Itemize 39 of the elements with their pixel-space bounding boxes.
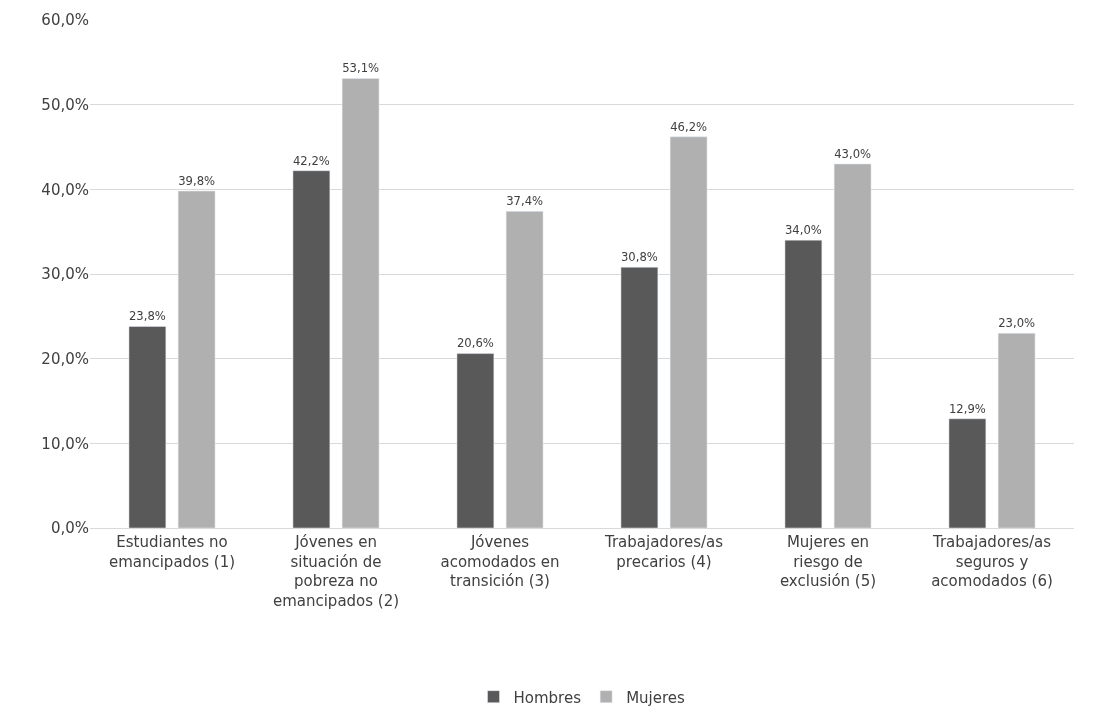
- data-label: 23,0%: [998, 316, 1036, 331]
- legend-label: Hombres: [513, 688, 582, 707]
- data-label: 43,0%: [834, 146, 872, 161]
- x-tick-label: Trabajadores/as seguros y acomodados (6): [931, 533, 1053, 590]
- data-label: 39,8%: [178, 173, 216, 188]
- data-label: 20,6%: [456, 336, 494, 351]
- data-label: 42,2%: [292, 153, 330, 168]
- x-tick-label: Jóvenes acomodados en transición (3): [440, 533, 560, 590]
- bar: [177, 190, 216, 528]
- y-tick-label: 20,0%: [41, 349, 89, 368]
- legend-label: Mujeres: [626, 688, 686, 707]
- x-tick-label: Mujeres en riesgo de exclusión (5): [779, 533, 877, 590]
- data-label: 53,1%: [342, 61, 380, 76]
- bar: [292, 170, 331, 528]
- data-label: 30,8%: [620, 250, 658, 265]
- bar: [669, 136, 708, 528]
- bar: [948, 418, 987, 528]
- bar: [505, 211, 544, 528]
- x-tick-label: Jóvenes en situación de pobreza no emancipados (2): [272, 533, 400, 610]
- data-label: 12,9%: [948, 401, 986, 416]
- x-tick-label: Trabajadores/as precarios (4): [603, 533, 724, 571]
- data-label: 46,2%: [670, 119, 708, 134]
- y-tick-label: 30,0%: [41, 265, 89, 284]
- y-tick-label: 50,0%: [41, 95, 89, 114]
- y-tick-label: 0,0%: [50, 519, 89, 538]
- y-tick-label: 10,0%: [41, 434, 89, 453]
- data-label: 34,0%: [784, 223, 822, 238]
- bar: [833, 163, 872, 528]
- bar: [784, 239, 823, 528]
- data-label: 37,4%: [506, 194, 544, 209]
- bar: [997, 333, 1036, 528]
- bar: [128, 326, 167, 528]
- y-tick-label: 60,0%: [41, 11, 89, 30]
- bar: [456, 353, 495, 528]
- bar: [341, 78, 380, 528]
- x-tick-label: Estudiantes no emancipados (1): [108, 533, 236, 571]
- bar: [620, 266, 659, 528]
- data-label: 23,8%: [128, 309, 166, 324]
- y-tick-label: 40,0%: [41, 180, 89, 199]
